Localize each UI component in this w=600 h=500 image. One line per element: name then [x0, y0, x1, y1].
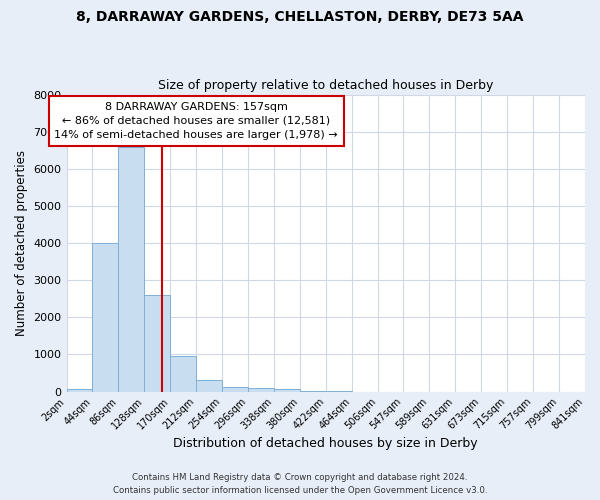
Text: 8 DARRAWAY GARDENS: 157sqm
← 86% of detached houses are smaller (12,581)
14% of : 8 DARRAWAY GARDENS: 157sqm ← 86% of deta…: [55, 102, 338, 140]
Bar: [67, 388, 92, 392]
X-axis label: Distribution of detached houses by size in Derby: Distribution of detached houses by size …: [173, 437, 478, 450]
Bar: [92, 243, 118, 392]
Bar: [300, 391, 326, 392]
Bar: [196, 380, 222, 392]
Title: Size of property relative to detached houses in Derby: Size of property relative to detached ho…: [158, 79, 493, 92]
Y-axis label: Number of detached properties: Number of detached properties: [15, 150, 28, 336]
Bar: [248, 388, 274, 392]
Text: 8, DARRAWAY GARDENS, CHELLASTON, DERBY, DE73 5AA: 8, DARRAWAY GARDENS, CHELLASTON, DERBY, …: [76, 10, 524, 24]
Bar: [222, 388, 248, 392]
Bar: [274, 390, 300, 392]
Bar: [118, 146, 145, 392]
Bar: [145, 295, 170, 392]
Text: Contains HM Land Registry data © Crown copyright and database right 2024.
Contai: Contains HM Land Registry data © Crown c…: [113, 474, 487, 495]
Bar: [170, 356, 196, 392]
